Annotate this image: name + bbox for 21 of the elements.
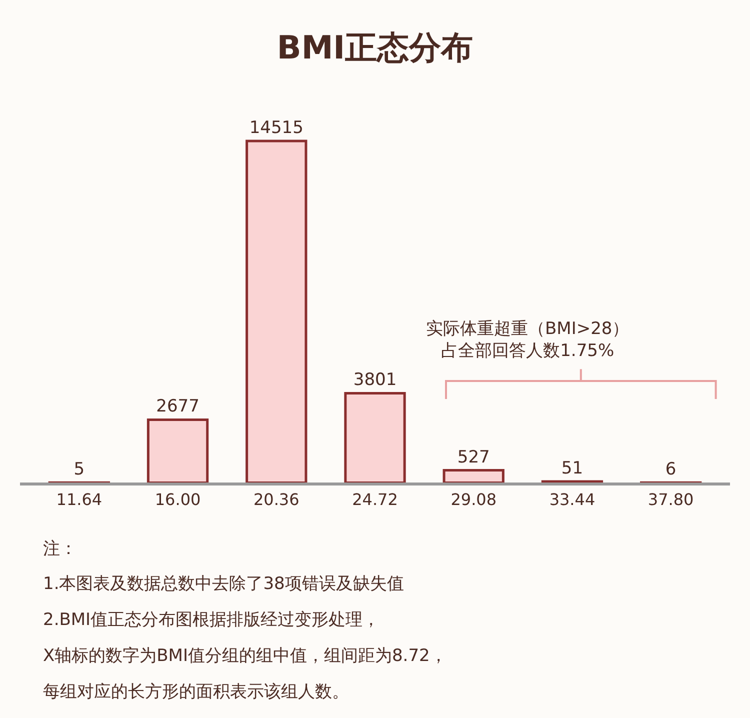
data-label: 5	[74, 460, 85, 480]
x-tick-label: 11.64	[56, 490, 102, 509]
x-tick-label: 24.72	[352, 490, 398, 509]
text: 2.BMI值正态分布图根据排版经过变形处理，	[43, 610, 380, 630]
text: 每组对应的长方形的面积表示该组人数。	[43, 682, 349, 702]
text: 注：	[43, 539, 77, 559]
x-tick-label: 20.36	[253, 490, 300, 509]
text: X轴标的数字为BMI值分组的组中值，组间距为8.72，	[43, 646, 447, 666]
data-label: 527	[457, 447, 490, 468]
data-label: 51	[561, 458, 584, 479]
chart-title: BMI正态分布	[276, 28, 474, 66]
data-label: 2677	[156, 396, 200, 417]
data-label: 6	[665, 460, 676, 480]
data-label: 3801	[353, 370, 397, 390]
annotation: 实际体重超重（BMI>28）占全部回答人数1.75%	[426, 319, 630, 362]
x-tick-label: 29.08	[450, 490, 497, 509]
data-label: 14515	[249, 118, 304, 138]
x-tick-label: 37.80	[648, 490, 694, 509]
x-tick-label: 33.44	[549, 490, 596, 509]
x-tick-label: 16.00	[154, 490, 201, 509]
text: 1.本图表及数据总数中去除了38项错误及缺失值	[43, 574, 404, 594]
